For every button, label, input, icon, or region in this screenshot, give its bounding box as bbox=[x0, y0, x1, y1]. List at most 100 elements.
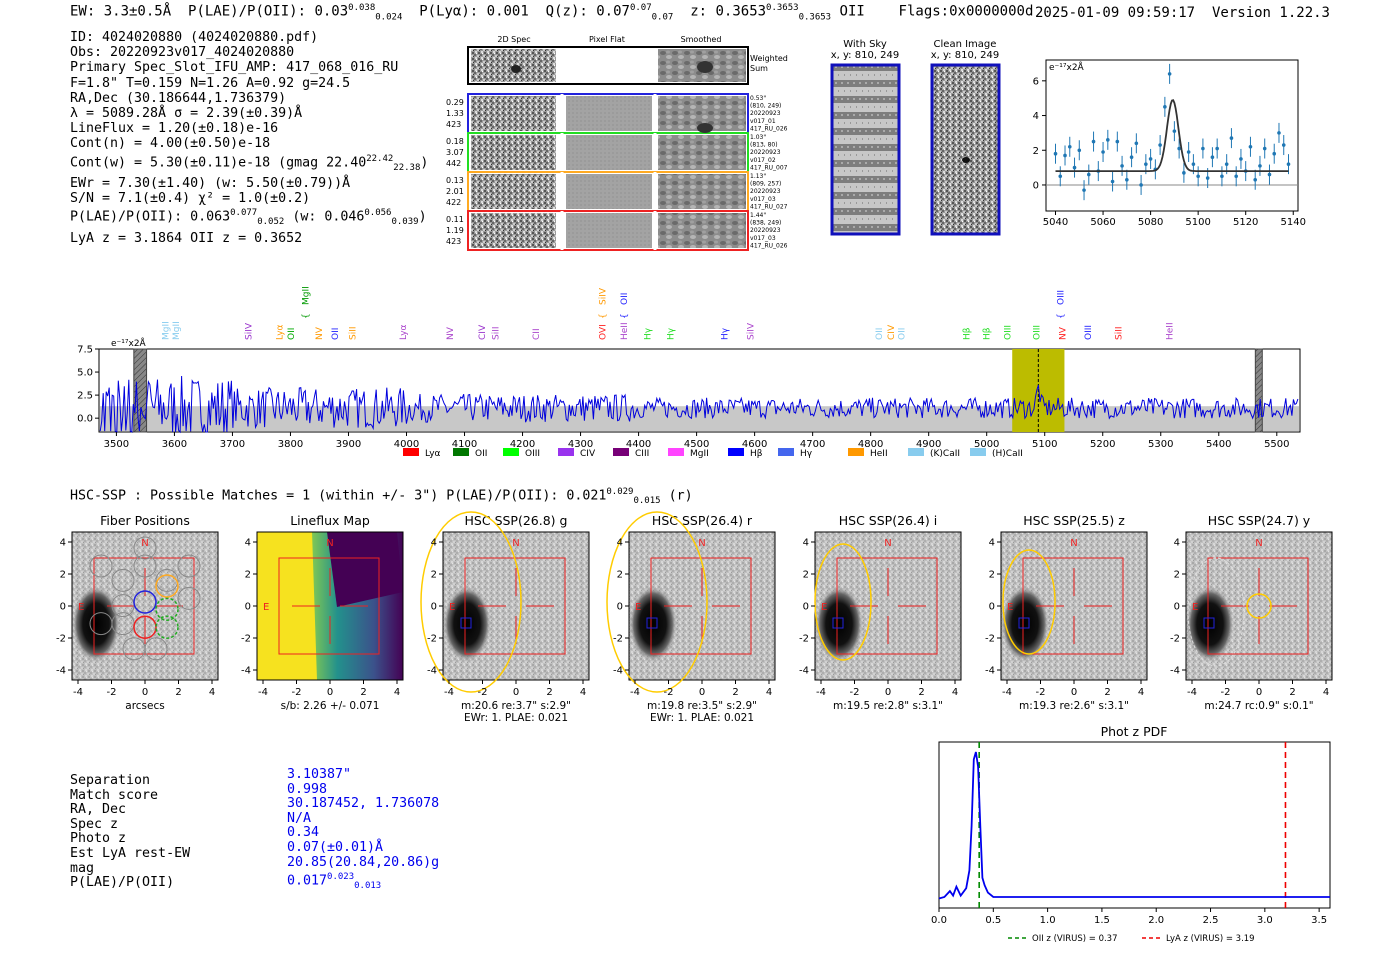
spectrum-xtick: 4600 bbox=[742, 439, 767, 450]
hsc-xtick: 0 bbox=[327, 687, 333, 698]
sep-label: mag bbox=[70, 860, 95, 876]
match-ellipse bbox=[814, 543, 872, 661]
hsc-caption: m:24.7 rc:0.9" s:0.1" bbox=[1204, 700, 1313, 712]
hsc-ytick: -2 bbox=[241, 634, 251, 645]
line-marker-label: OII bbox=[331, 328, 341, 340]
spectrum-xtick: 3700 bbox=[220, 439, 245, 450]
fiber-right-value: 0.53" bbox=[750, 95, 766, 102]
galaxy-marker bbox=[646, 617, 658, 629]
sep-value: 0.34 bbox=[287, 825, 320, 841]
hsc-ytick: -4 bbox=[427, 666, 437, 677]
hsc-ytick: -4 bbox=[1170, 666, 1180, 677]
hsc-xtick: -4 bbox=[73, 687, 83, 698]
info-plae-w: (w: 0.046 bbox=[292, 209, 365, 225]
line-marker-brace: { bbox=[302, 313, 312, 319]
zoom-xtick: 5120 bbox=[1233, 217, 1258, 228]
fiber-right-value: 417_RU_027 bbox=[750, 203, 788, 210]
header-plya: P(Lyα): 0.001 bbox=[419, 3, 529, 20]
hsc-panel: Lineflux Map N E -4 -4 -2 -2 0 0 2 2 4 4 s/b: 2.26 +/… bbox=[241, 513, 404, 712]
fiber-right-value: (813, 80) bbox=[750, 142, 778, 149]
spectrum-xtick: 5300 bbox=[1148, 439, 1173, 450]
fiber-right-value: (809, 257) bbox=[750, 181, 781, 188]
fiber-2dspec bbox=[471, 96, 556, 131]
info-contw-lo: 22.38 bbox=[393, 162, 421, 173]
hsc-xtick: -2 bbox=[107, 687, 117, 698]
legend-swatch bbox=[908, 448, 924, 456]
spectrum-xtick: 5100 bbox=[1032, 439, 1057, 450]
lineflux-low bbox=[327, 532, 403, 607]
zoom-point bbox=[1167, 72, 1172, 76]
fiber-smoothed bbox=[658, 174, 746, 209]
spectrum-xtick: 4400 bbox=[626, 439, 651, 450]
line-marker-label: SiII bbox=[349, 326, 359, 340]
hsc-panel-title: HSC SSP(26.8) g bbox=[465, 513, 568, 528]
match-ellipse bbox=[1246, 593, 1272, 619]
zoom-point bbox=[1262, 146, 1267, 151]
clean-image bbox=[930, 63, 1001, 236]
legend-label: CIII bbox=[635, 449, 649, 459]
fiber-row: 0.13 2.01 422 1.13"(809, 257)20220923v017_0… bbox=[446, 171, 788, 212]
hsc-panel: HSC SSP(26.4) r N E -4 -4 -2 -2 0 0 2 2 4 4 m:19.8 re… bbox=[606, 511, 776, 724]
sep-value: 0.998 bbox=[287, 781, 328, 797]
legend-swatch bbox=[558, 448, 574, 456]
header-z-line: OII bbox=[839, 3, 865, 20]
clean-image-coords: x, y: 810, 249 bbox=[931, 50, 1000, 61]
fiber-left-value: 0.13 bbox=[446, 176, 464, 185]
hsc-ytick: 0 bbox=[431, 602, 437, 613]
zoom-point bbox=[1220, 174, 1224, 179]
info-sn: S/N = 7.1(±0.4) χ² = 1.0(±0.2) bbox=[70, 191, 311, 207]
fiber-row: 0.29 1.33 423 0.53"(810, 249)20220923v017_0… bbox=[446, 93, 788, 134]
hsc-ytick: -2 bbox=[1170, 634, 1180, 645]
photz-xtick: 1.0 bbox=[1040, 915, 1056, 926]
hsc-xtick: 2 bbox=[1104, 687, 1110, 698]
zoom-point bbox=[1158, 143, 1162, 147]
line-marker-label: OIII bbox=[1033, 325, 1043, 340]
spectrum-xtick: 3900 bbox=[336, 439, 361, 450]
hsc-xtick: -2 bbox=[478, 687, 488, 698]
fiber-2dspec bbox=[471, 135, 556, 170]
hsc-ytick: 4 bbox=[431, 538, 437, 549]
zoom-point bbox=[1115, 139, 1120, 144]
hsc-title: HSC-SSP : Possible Matches = 1 (within +… bbox=[70, 487, 693, 506]
hsc-caption2: EWr: 1. PLAE: 0.021 bbox=[464, 712, 568, 724]
match-ellipse bbox=[1187, 557, 1245, 667]
hsc-xtick: -4 bbox=[444, 687, 454, 698]
info-contw-end: ) bbox=[420, 155, 429, 171]
fiber-right-value: 1.13" bbox=[750, 173, 766, 180]
line-marker-label: OIII bbox=[1084, 325, 1094, 340]
east-label: E bbox=[821, 602, 827, 613]
hsc-xtick: 4 bbox=[952, 687, 958, 698]
line-marker-label: OVI bbox=[599, 324, 609, 340]
hsc-title-text: HSC-SSP : Possible Matches = 1 (within +… bbox=[70, 488, 607, 504]
emission-line-markers: MgII{MgII{SiIV{Lyα{OII{MgII{NV{OII{SiII{… bbox=[162, 286, 1176, 354]
hsc-panel-title: HSC SSP(24.7) y bbox=[1208, 513, 1311, 528]
zoom-point bbox=[1125, 177, 1129, 182]
galaxy-blob bbox=[72, 586, 120, 662]
galaxy-marker bbox=[832, 617, 844, 629]
hsc-title-lo: 0.015 bbox=[633, 496, 661, 507]
fiber-right-value: v017_01 bbox=[750, 118, 776, 125]
photz-xtick: 0.5 bbox=[985, 915, 1001, 926]
zoom-point bbox=[1229, 136, 1234, 140]
hsc-panel: HSC SSP(26.4) i N E -4 -4 -2 -2 0 0 2 2 4 4 m:19.5 re… bbox=[799, 513, 962, 712]
line-marker-label: Hγ bbox=[666, 327, 676, 340]
info-contw: Cont(w) = 5.30(±0.11)e-18 (gmag 22.4022.… bbox=[70, 152, 428, 176]
hsc-caption: s/b: 2.26 +/- 0.071 bbox=[281, 700, 380, 712]
version: Version 1.22.3 bbox=[1211, 5, 1330, 21]
info-plae-w-end: ) bbox=[418, 209, 427, 225]
search-box bbox=[1022, 557, 1124, 655]
header-z: z: 0.3653 bbox=[690, 3, 767, 20]
hsc-panel-title: HSC SSP(26.4) i bbox=[839, 513, 937, 528]
line-marker-label: OII bbox=[875, 328, 885, 340]
photz-xtick: 1.5 bbox=[1094, 915, 1110, 926]
line-marker-label: Hβ bbox=[983, 327, 993, 340]
sep-label: Photo z bbox=[70, 831, 127, 847]
line-marker-label: HeII bbox=[1165, 322, 1175, 340]
line-marker-label: MgII bbox=[302, 286, 312, 305]
header-ew: EW: 3.3±0.5Å bbox=[70, 3, 172, 20]
hsc-xtick: -2 bbox=[1036, 687, 1046, 698]
fiber-circle bbox=[155, 568, 179, 592]
legend-label: Hβ bbox=[750, 449, 763, 459]
fiber-left-value: 0.18 bbox=[446, 137, 464, 146]
spectrum-xtick: 4700 bbox=[800, 439, 825, 450]
